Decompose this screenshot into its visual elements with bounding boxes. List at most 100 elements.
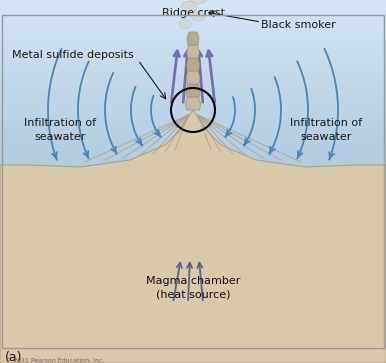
Bar <box>0 254 386 256</box>
Bar <box>0 326 386 327</box>
Bar <box>0 276 386 278</box>
Bar <box>0 125 386 127</box>
Bar <box>0 187 386 189</box>
Bar <box>0 299 386 302</box>
Bar <box>0 335 386 336</box>
Bar <box>0 353 386 355</box>
Bar <box>0 332 386 333</box>
Bar <box>0 320 386 321</box>
Bar <box>0 137 386 139</box>
Bar <box>0 61 386 63</box>
Bar <box>0 31 386 33</box>
Bar <box>0 45 386 46</box>
Bar <box>0 15 386 16</box>
Text: Metal sulfide deposits: Metal sulfide deposits <box>12 50 134 60</box>
Bar <box>0 7 386 8</box>
Bar <box>0 240 386 242</box>
Bar <box>0 339 386 340</box>
Bar <box>0 341 386 342</box>
Bar <box>0 135 386 137</box>
Bar <box>0 343 386 344</box>
Bar <box>0 167 386 169</box>
Bar <box>0 321 386 323</box>
Bar <box>0 215 386 216</box>
Bar <box>0 147 386 148</box>
Bar <box>0 21 386 23</box>
Bar <box>0 306 386 307</box>
Bar <box>0 25 386 26</box>
Bar <box>0 91 386 93</box>
Bar <box>0 36 386 38</box>
Bar <box>0 157 386 158</box>
Bar <box>0 106 386 107</box>
Bar <box>0 148 386 150</box>
Bar <box>0 162 386 163</box>
Bar <box>0 266 386 268</box>
Bar <box>0 2 386 3</box>
Bar <box>0 211 386 212</box>
Bar <box>0 60 386 61</box>
Bar <box>0 78 386 79</box>
Bar <box>0 58 386 60</box>
Bar <box>0 94 386 96</box>
Bar <box>0 16 386 18</box>
Bar <box>0 278 386 280</box>
Text: Ridge crest: Ridge crest <box>161 8 225 18</box>
Bar <box>0 112 386 114</box>
Polygon shape <box>128 110 258 363</box>
Bar <box>0 354 386 355</box>
Bar <box>0 345 386 347</box>
Ellipse shape <box>181 1 197 13</box>
Bar <box>0 169 386 171</box>
Polygon shape <box>0 110 386 363</box>
Bar <box>0 312 386 313</box>
Bar <box>0 310 386 311</box>
Bar <box>0 26 386 28</box>
Bar <box>0 352 386 353</box>
Bar <box>0 327 386 329</box>
Bar <box>0 329 386 330</box>
Bar <box>0 5 386 7</box>
Bar <box>0 191 386 193</box>
Polygon shape <box>108 110 278 363</box>
Bar <box>0 252 386 254</box>
Bar <box>0 244 386 246</box>
Bar <box>0 325 386 327</box>
Bar <box>0 274 386 276</box>
Bar <box>0 323 386 324</box>
Bar <box>0 23 386 25</box>
Bar <box>0 101 386 102</box>
Polygon shape <box>187 45 199 58</box>
Bar <box>0 358 386 359</box>
Bar <box>0 142 386 143</box>
Bar <box>0 318 386 319</box>
Bar <box>0 310 386 311</box>
Bar <box>0 290 386 292</box>
Polygon shape <box>83 110 303 363</box>
Bar <box>0 355 386 357</box>
Bar <box>0 171 386 173</box>
Bar <box>0 356 386 357</box>
Polygon shape <box>186 71 200 84</box>
Bar <box>0 350 386 351</box>
Ellipse shape <box>190 0 208 4</box>
Bar <box>0 20 386 21</box>
Bar <box>0 347 386 349</box>
Bar <box>0 238 386 240</box>
Bar <box>0 12 386 13</box>
Bar <box>0 205 386 207</box>
Bar <box>0 355 386 356</box>
Bar <box>0 139 386 140</box>
Bar <box>0 64 386 66</box>
Bar <box>0 124 386 125</box>
Bar <box>0 165 386 167</box>
Bar <box>0 84 386 86</box>
Bar <box>0 311 386 312</box>
Bar <box>0 13 386 15</box>
Bar <box>0 337 386 338</box>
Bar <box>0 316 386 317</box>
Bar <box>0 51 386 53</box>
Bar <box>0 256 386 258</box>
Polygon shape <box>145 110 241 363</box>
Bar <box>0 121 386 122</box>
